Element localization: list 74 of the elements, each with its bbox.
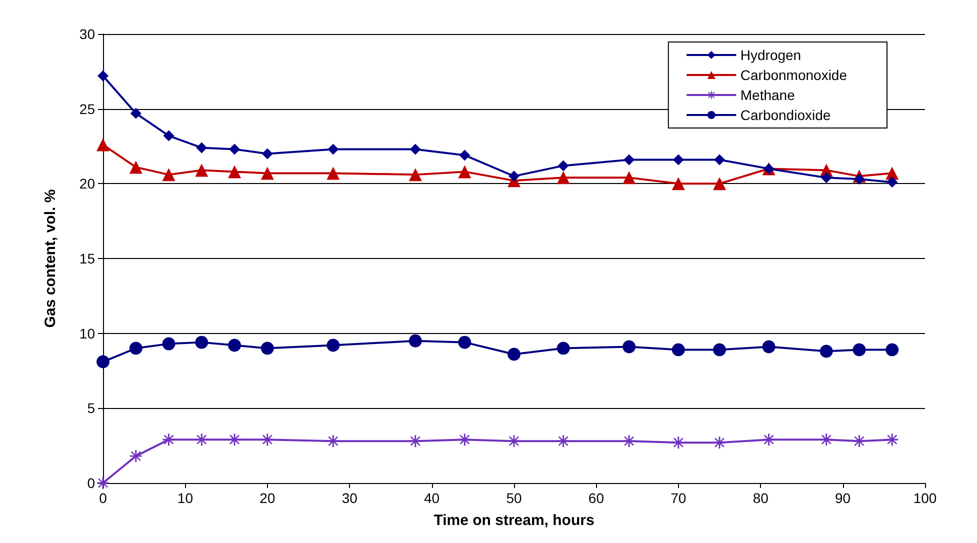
point	[854, 174, 865, 185]
point	[820, 172, 832, 184]
x-tick-label: 50	[506, 490, 522, 506]
legend-label: Carbonmonoxide	[740, 67, 848, 83]
point	[228, 165, 242, 178]
legend-label: Carbondioxide	[740, 107, 831, 123]
point	[672, 177, 685, 190]
point	[228, 338, 242, 352]
point	[326, 166, 340, 180]
point	[98, 70, 108, 82]
point	[96, 355, 110, 368]
point	[622, 340, 636, 354]
point	[260, 342, 274, 355]
y-tick-label: 30	[79, 26, 96, 42]
x-tick-label: 30	[342, 490, 358, 506]
point	[714, 154, 725, 166]
point	[622, 171, 636, 184]
point	[195, 164, 208, 177]
point	[713, 343, 726, 356]
point	[262, 148, 273, 160]
point	[163, 130, 174, 142]
point	[852, 343, 866, 356]
x-tick-label: 60	[588, 490, 604, 506]
point	[820, 434, 832, 446]
point	[458, 336, 472, 349]
point	[886, 343, 899, 356]
point	[129, 160, 142, 174]
legend-label: Methane	[740, 87, 796, 103]
x-tick-label: 80	[752, 490, 769, 506]
point	[459, 150, 470, 161]
point	[558, 160, 569, 172]
point	[328, 144, 339, 155]
point	[408, 334, 422, 348]
point	[162, 337, 176, 350]
point	[556, 171, 570, 184]
x-tick-label: 10	[177, 490, 194, 506]
y-tick-label: 15	[79, 250, 96, 266]
y-tick-label: 20	[79, 176, 96, 192]
point	[410, 144, 421, 155]
y-axis-title: Gas content, vol. %	[42, 189, 59, 328]
point	[886, 176, 898, 188]
y-tick-label: 10	[79, 325, 96, 342]
point	[96, 138, 110, 152]
y-tick-label: 5	[87, 400, 96, 416]
x-tick-label: 90	[835, 490, 851, 506]
y-tick-label: 25	[79, 100, 96, 117]
point	[713, 177, 726, 190]
point	[508, 170, 520, 182]
point	[130, 108, 142, 119]
point	[556, 342, 570, 355]
x-tick-label: 70	[670, 490, 686, 506]
point	[408, 168, 422, 182]
point	[762, 340, 776, 354]
x-tick-label: 100	[913, 490, 937, 506]
point	[672, 154, 684, 166]
point	[624, 154, 635, 166]
point	[326, 338, 340, 352]
point	[260, 166, 274, 180]
point	[195, 336, 208, 349]
point	[409, 435, 422, 448]
x-tick-label: 40	[424, 490, 440, 506]
point	[508, 348, 520, 361]
x-tick-label: 0	[99, 490, 108, 506]
point	[820, 344, 833, 358]
y-tick-label: 0	[87, 475, 96, 491]
point	[129, 342, 142, 355]
point	[458, 165, 472, 178]
x-axis-title: Time on stream, hours	[434, 512, 594, 529]
legend-label: Hydrogen	[740, 47, 802, 63]
x-tick-label: 20	[260, 490, 276, 506]
point	[196, 142, 208, 154]
point	[672, 343, 685, 356]
point	[162, 168, 176, 182]
point	[229, 144, 240, 155]
